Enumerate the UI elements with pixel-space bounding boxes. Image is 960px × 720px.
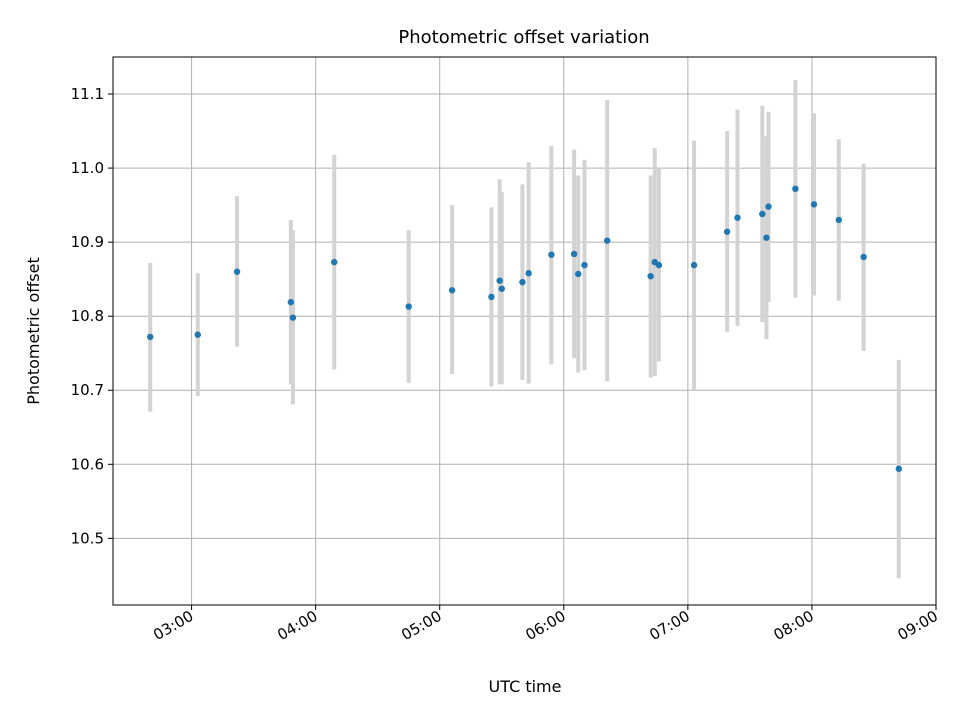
y-tick-label: 11.0 <box>71 159 104 177</box>
y-tick-label: 10.5 <box>71 529 104 547</box>
data-point <box>331 258 338 266</box>
data-point <box>604 237 611 244</box>
data-point <box>498 285 505 292</box>
data-point <box>690 261 698 269</box>
data-point <box>860 253 867 261</box>
data-point <box>655 261 663 269</box>
plot-frame <box>112 56 937 606</box>
data-point <box>405 303 412 310</box>
y-tick-label: 10.6 <box>71 455 104 473</box>
data-point <box>723 228 731 235</box>
data-point <box>548 251 555 258</box>
data-point <box>147 333 154 341</box>
data-point <box>287 298 295 306</box>
data-point <box>289 314 297 321</box>
data-point <box>763 234 770 241</box>
data-point <box>792 185 799 193</box>
data-point <box>581 261 588 269</box>
data-point <box>570 250 578 258</box>
data-point <box>488 293 495 301</box>
y-axis-label: Photometric offset <box>24 257 43 405</box>
chart-title: Photometric offset variation <box>398 27 649 48</box>
data-point <box>895 465 902 472</box>
data-point <box>575 270 582 278</box>
y-tick-label: 11.1 <box>71 85 104 103</box>
x-axis-label: UTC time <box>489 677 562 696</box>
data-point <box>734 214 741 221</box>
data-point <box>765 203 772 210</box>
data-point <box>519 278 526 286</box>
data-point <box>233 268 241 275</box>
data-point <box>810 201 818 208</box>
data-point <box>448 287 456 294</box>
y-tick-label: 10.7 <box>71 381 104 399</box>
y-axis-ticks: 10.5 10.6 10.7 10.8 10.9 11.0 11.1 <box>71 85 113 547</box>
grid <box>113 57 937 605</box>
data-point <box>835 216 843 224</box>
data-point <box>759 210 766 218</box>
data-point <box>496 277 503 284</box>
data-point <box>194 331 201 338</box>
y-tick-label: 10.8 <box>71 307 104 325</box>
data-point <box>647 273 654 280</box>
data-points <box>147 185 902 472</box>
y-tick-label: 10.9 <box>71 233 104 251</box>
data-point <box>525 270 532 277</box>
